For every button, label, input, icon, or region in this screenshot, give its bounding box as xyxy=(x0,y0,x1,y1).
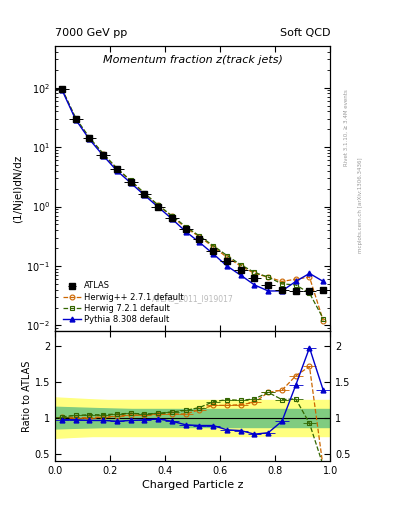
X-axis label: Charged Particle z: Charged Particle z xyxy=(142,480,243,490)
Pythia 8.308 default xyxy=(280,288,285,294)
Herwig 7.2.1 default xyxy=(156,202,161,208)
Herwig 7.2.1 default xyxy=(60,86,64,92)
Pythia 8.308 default xyxy=(307,270,312,276)
Text: mcplots.cern.ch [arXiv:1306.3436]: mcplots.cern.ch [arXiv:1306.3436] xyxy=(358,157,363,252)
Herwig++ 2.7.1 default xyxy=(129,178,133,184)
Herwig++ 2.7.1 default xyxy=(211,244,216,250)
Herwig 7.2.1 default xyxy=(170,212,174,219)
Herwig 7.2.1 default xyxy=(321,315,326,322)
Line: Pythia 8.308 default: Pythia 8.308 default xyxy=(59,88,326,293)
Pythia 8.308 default xyxy=(115,167,119,174)
Herwig 7.2.1 default xyxy=(87,135,92,141)
Herwig++ 2.7.1 default xyxy=(225,254,230,261)
Y-axis label: Ratio to ATLAS: Ratio to ATLAS xyxy=(22,360,32,432)
Herwig 7.2.1 default xyxy=(115,165,119,172)
Herwig++ 2.7.1 default xyxy=(87,135,92,141)
Pythia 8.308 default xyxy=(266,288,271,294)
Text: ATLAS_2011_I919017: ATLAS_2011_I919017 xyxy=(152,294,233,303)
Legend: ATLAS, Herwig++ 2.7.1 default, Herwig 7.2.1 default, Pythia 8.308 default: ATLAS, Herwig++ 2.7.1 default, Herwig 7.… xyxy=(59,278,187,327)
Herwig++ 2.7.1 default xyxy=(142,190,147,197)
Herwig++ 2.7.1 default xyxy=(280,279,285,285)
Herwig 7.2.1 default xyxy=(73,115,78,121)
Text: Rivet 3.1.10, ≥ 3.4M events: Rivet 3.1.10, ≥ 3.4M events xyxy=(344,90,349,166)
Herwig 7.2.1 default xyxy=(307,290,312,296)
Herwig 7.2.1 default xyxy=(280,281,285,287)
Pythia 8.308 default xyxy=(225,263,230,269)
Herwig++ 2.7.1 default xyxy=(115,166,119,172)
Herwig 7.2.1 default xyxy=(225,252,230,259)
Herwig++ 2.7.1 default xyxy=(239,263,243,269)
Pythia 8.308 default xyxy=(156,204,161,210)
Herwig++ 2.7.1 default xyxy=(197,233,202,240)
Herwig 7.2.1 default xyxy=(184,224,188,230)
Herwig 7.2.1 default xyxy=(129,177,133,183)
Herwig++ 2.7.1 default xyxy=(307,274,312,280)
Pythia 8.308 default xyxy=(211,251,216,257)
Herwig++ 2.7.1 default xyxy=(156,202,161,208)
Herwig 7.2.1 default xyxy=(293,282,298,288)
Herwig++ 2.7.1 default xyxy=(252,270,257,276)
Text: Momentum fraction z(track jets): Momentum fraction z(track jets) xyxy=(103,55,283,65)
Y-axis label: (1/Njel)dN/dz: (1/Njel)dN/dz xyxy=(13,155,24,223)
Herwig 7.2.1 default xyxy=(239,262,243,268)
Pythia 8.308 default xyxy=(73,117,78,123)
Pythia 8.308 default xyxy=(197,239,202,245)
Pythia 8.308 default xyxy=(293,279,298,285)
Herwig 7.2.1 default xyxy=(142,190,147,196)
Herwig++ 2.7.1 default xyxy=(60,86,64,92)
Herwig++ 2.7.1 default xyxy=(170,214,174,220)
Text: 7000 GeV pp: 7000 GeV pp xyxy=(55,28,127,38)
Pythia 8.308 default xyxy=(252,282,257,288)
Pythia 8.308 default xyxy=(239,272,243,278)
Herwig++ 2.7.1 default xyxy=(184,225,188,231)
Herwig 7.2.1 default xyxy=(211,243,216,249)
Line: Herwig++ 2.7.1 default: Herwig++ 2.7.1 default xyxy=(59,86,326,323)
Herwig++ 2.7.1 default xyxy=(321,317,326,324)
Herwig++ 2.7.1 default xyxy=(293,276,298,282)
Pythia 8.308 default xyxy=(170,216,174,222)
Pythia 8.308 default xyxy=(142,192,147,198)
Herwig 7.2.1 default xyxy=(252,269,257,275)
Herwig++ 2.7.1 default xyxy=(73,116,78,122)
Pythia 8.308 default xyxy=(60,87,64,93)
Pythia 8.308 default xyxy=(101,153,105,159)
Herwig 7.2.1 default xyxy=(266,274,271,280)
Pythia 8.308 default xyxy=(87,136,92,142)
Pythia 8.308 default xyxy=(129,180,133,186)
Herwig++ 2.7.1 default xyxy=(266,274,271,280)
Text: Soft QCD: Soft QCD xyxy=(280,28,330,38)
Pythia 8.308 default xyxy=(321,279,326,285)
Herwig 7.2.1 default xyxy=(197,233,202,239)
Line: Herwig 7.2.1 default: Herwig 7.2.1 default xyxy=(59,86,326,321)
Herwig 7.2.1 default xyxy=(101,151,105,157)
Pythia 8.308 default xyxy=(184,228,188,234)
Herwig++ 2.7.1 default xyxy=(101,151,105,157)
